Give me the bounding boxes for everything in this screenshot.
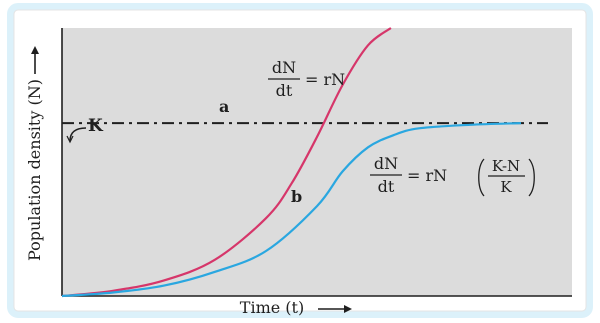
equation-a-numerator: dN (272, 58, 296, 77)
equation-b-rhs-prefix: = rN (407, 166, 447, 185)
x-axis-label-arrowhead (344, 305, 352, 313)
y-axis-label: Population density (N) (25, 79, 44, 261)
curve-b-letter: b (291, 187, 302, 206)
x-axis-label: Time (t) (240, 298, 304, 317)
equation-b-inner-numerator: K-N (492, 157, 520, 175)
equation-b-numerator: dN (374, 154, 398, 173)
equation-a-denominator: dt (276, 81, 293, 100)
equation-a-rhs: = rN (305, 70, 345, 89)
equation-b: dN dt = rN K-N K (370, 154, 535, 197)
y-axis-label-arrowhead (31, 46, 39, 54)
equation-a: dN dt = rN (268, 58, 345, 100)
equation-b-denominator: dt (378, 177, 395, 196)
equation-b-right-paren (528, 158, 535, 197)
series-b-line (61, 122, 522, 298)
frame-glow (7, 3, 593, 318)
equation-b-inner-denominator: K (500, 178, 512, 196)
k-label: K (88, 116, 104, 136)
y-axis-label-group: Population density (N) (25, 46, 44, 261)
k-pointer-arrowhead (66, 135, 74, 144)
curve-a-letter: a (219, 97, 229, 116)
k-pointer (69, 127, 87, 142)
equation-b-left-paren (478, 158, 485, 197)
series-a-line (61, 27, 392, 298)
plot-area (62, 28, 572, 296)
